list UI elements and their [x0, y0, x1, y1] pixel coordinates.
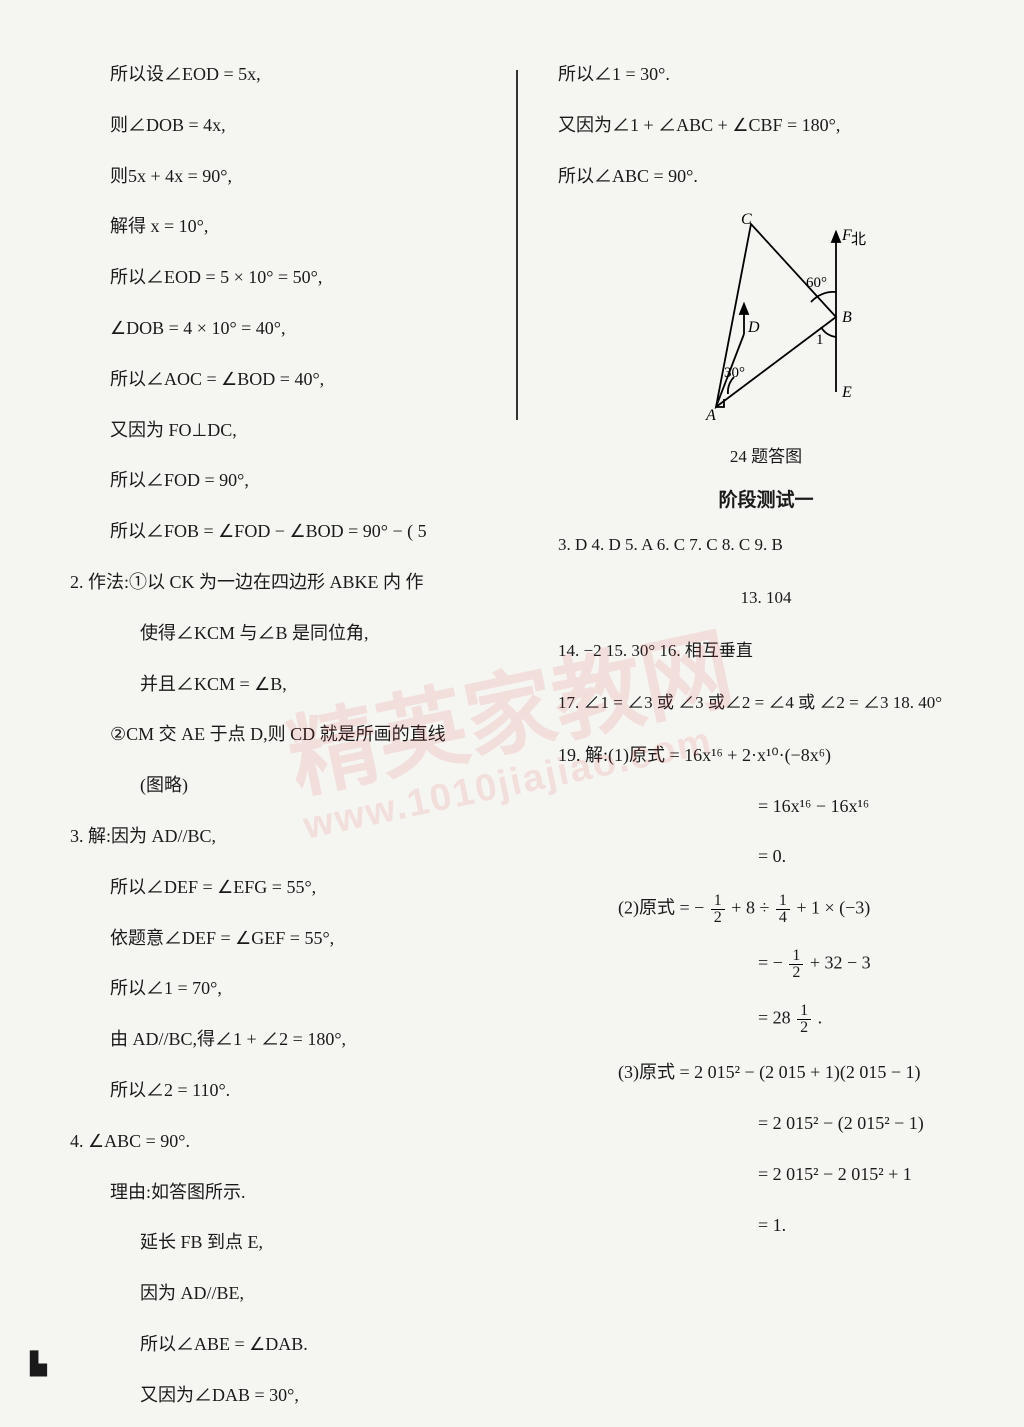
text-line: = − 12 + 32 − 3: [558, 948, 974, 981]
text-line: 依题意∠DEF = ∠GEF = 55°,: [70, 924, 486, 953]
svg-text:北: 北: [851, 231, 866, 248]
svg-text:60°: 60°: [806, 275, 827, 291]
geometry-diagram: A B C D E F 60° 30° 1 北: [558, 212, 974, 427]
text-line: 所以∠1 = 70°,: [70, 974, 486, 1003]
triangle-svg: A B C D E F 60° 30° 1 北: [656, 212, 876, 422]
text-line: (图略): [70, 771, 486, 800]
diagram-caption: 24 题答图: [558, 442, 974, 467]
svg-text:A: A: [705, 407, 716, 422]
svg-text:E: E: [841, 384, 852, 401]
right-column: 所以∠1 = 30°. 又因为∠1 + ∠ABC + ∠CBF = 180°, …: [538, 60, 974, 1387]
eq-part: + 32 − 3: [810, 953, 871, 973]
text-line: 解得 x = 10°,: [70, 212, 486, 241]
text-line: 由 AD//BC,得∠1 + ∠2 = 180°,: [70, 1025, 486, 1054]
text-line: 19. 解:(1)原式 = 16x¹⁶ + 2·x¹⁰·(−8x⁶): [558, 741, 974, 770]
text-line: = 2 015² − 2 015² + 1: [558, 1160, 974, 1189]
text-line: 3. 解:因为 AD//BC,: [70, 822, 486, 851]
text-line: 2. 作法:①以 CK 为一边在四边形 ABKE 内 作: [70, 568, 486, 597]
text-line: 所以∠DEF = ∠EFG = 55°,: [70, 873, 486, 902]
eq-part: + 1 × (−3): [796, 898, 870, 918]
text-line: 则∠DOB = 4x,: [70, 111, 486, 140]
text-line: = 0.: [558, 842, 974, 871]
column-divider: [516, 70, 518, 420]
text-line: = 1.: [558, 1211, 974, 1240]
page-columns: 所以设∠EOD = 5x, 则∠DOB = 4x, 则5x + 4x = 90°…: [70, 60, 974, 1387]
text-line: = 2 015² − (2 015² − 1): [558, 1109, 974, 1138]
text-line: (3)原式 = 2 015² − (2 015 + 1)(2 015 − 1): [558, 1058, 974, 1087]
text-line: 13. 104: [558, 583, 974, 614]
text-line: 又因为∠1 + ∠ABC + ∠CBF = 180°,: [558, 111, 974, 140]
text-line: 所以∠2 = 110°.: [70, 1076, 486, 1105]
text-line: 17. ∠1 = ∠3 或 ∠3 或∠2 = ∠4 或 ∠2 = ∠3 18. …: [558, 688, 974, 719]
svg-text:30°: 30°: [724, 365, 745, 381]
svg-text:1: 1: [816, 332, 824, 348]
text-line: 14. −2 15. 30° 16. 相互垂直: [558, 636, 974, 667]
text-line: 因为 AD//BE,: [70, 1279, 486, 1308]
text-line: 又因为∠DAB = 30°,: [70, 1381, 486, 1410]
text-line: 所以设∠EOD = 5x,: [70, 60, 486, 89]
eq-part: .: [818, 1008, 823, 1028]
fraction: 12: [797, 1003, 811, 1036]
text-line: 所以∠ABC = 90°.: [558, 162, 974, 191]
mc-answers: 3. D 4. D 5. A 6. C 7. C 8. C 9. B: [558, 530, 974, 561]
left-column: 所以设∠EOD = 5x, 则∠DOB = 4x, 则5x + 4x = 90°…: [70, 60, 496, 1387]
text-line: 所以∠AOC = ∠BOD = 40°,: [70, 365, 486, 394]
text-line: = 28 12 .: [558, 1003, 974, 1036]
eq-part: + 8 ÷: [731, 898, 774, 918]
text-line: 所以∠FOB = ∠FOD − ∠BOD = 90° − ( 5: [70, 517, 486, 546]
text-line: 延长 FB 到点 E,: [70, 1228, 486, 1257]
svg-text:B: B: [842, 309, 852, 326]
eq-part: (2)原式 = −: [618, 898, 704, 918]
text-line: ∠DOB = 4 × 10° = 40°,: [70, 314, 486, 343]
fraction: 12: [711, 893, 725, 926]
eq-part: = −: [758, 953, 783, 973]
eq-part: = 28: [758, 1008, 795, 1028]
text-line: 所以∠ABE = ∠DAB.: [70, 1330, 486, 1359]
text-line: 所以∠FOD = 90°,: [70, 466, 486, 495]
fraction: 12: [789, 948, 803, 981]
fraction: 14: [776, 893, 790, 926]
text-line: 使得∠KCM 与∠B 是同位角,: [70, 619, 486, 648]
svg-text:D: D: [747, 319, 760, 336]
text-line: ②CM 交 AE 于点 D,则 CD 就是所画的直线: [70, 720, 486, 749]
text-line: 又因为 FO⊥DC,: [70, 416, 486, 445]
section-title: 阶段测试一: [558, 485, 974, 512]
text-line: 所以∠EOD = 5 × 10° = 50°,: [70, 263, 486, 292]
text-line: 并且∠KCM = ∠B,: [70, 670, 486, 699]
svg-text:C: C: [741, 212, 752, 228]
text-line: (2)原式 = − 12 + 8 ÷ 14 + 1 × (−3): [558, 893, 974, 926]
text-line: 则5x + 4x = 90°,: [70, 162, 486, 191]
corner-mark: ▙: [30, 1351, 47, 1377]
text-line: 理由:如答图所示.: [70, 1178, 486, 1207]
text-line: 所以∠1 = 30°.: [558, 60, 974, 89]
text-line: 4. ∠ABC = 90°.: [70, 1127, 486, 1156]
text-line: = 16x¹⁶ − 16x¹⁶: [558, 792, 974, 821]
